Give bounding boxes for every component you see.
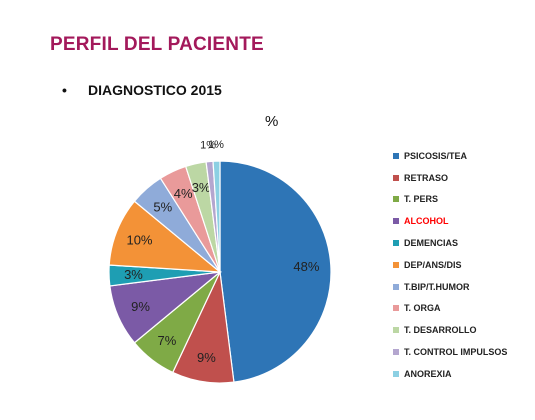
pie-label-0: 48%: [293, 259, 319, 274]
legend-item: RETRASO: [393, 167, 507, 189]
legend-label: T. CONTROL IMPULSOS: [404, 347, 508, 358]
legend-swatch: [393, 370, 399, 377]
legend-label: T. PERS: [404, 194, 439, 205]
subtitle-row: • DIAGNOSTICO 2015: [62, 82, 222, 98]
legend-item: PSICOSIS/TEA: [393, 145, 507, 167]
pie-slice-10: [212, 160, 221, 273]
legend-swatch: [393, 283, 399, 290]
pie-label-10: 1%: [208, 139, 224, 151]
legend-label: RETRASO: [404, 172, 449, 183]
legend-swatch: [393, 240, 399, 247]
legend-item: ALCOHOL: [393, 210, 507, 232]
legend-item: T. CONTROL IMPULSOS: [393, 341, 507, 363]
pie-slice-0: [219, 160, 332, 383]
legend-swatch: [393, 174, 399, 181]
pie-label-6: 5%: [153, 200, 172, 215]
legend-label: T. DESARROLLO: [404, 325, 477, 336]
legend-label: DEMENCIAS: [404, 238, 459, 249]
pie-label-8: 3%: [192, 180, 211, 195]
pie-label-4: 3%: [124, 267, 143, 282]
legend-swatch: [393, 196, 399, 203]
legend-item: T. ORGA: [393, 298, 507, 320]
legend-label: ALCOHOL: [404, 216, 449, 227]
legend-label: T. ORGA: [404, 303, 441, 314]
subtitle-text: DIAGNOSTICO 2015: [88, 82, 222, 98]
legend-item: T. DESARROLLO: [393, 319, 507, 341]
pie-label-3: 9%: [131, 299, 150, 314]
legend-label: T.BIP/T.HUMOR: [404, 281, 470, 292]
pie-label-1: 9%: [197, 350, 216, 365]
chart-title: %: [265, 113, 279, 130]
legend-item: DEMENCIAS: [393, 232, 507, 254]
legend-swatch: [393, 349, 399, 356]
chart-legend: PSICOSIS/TEA RETRASO T. PERS ALCOHOL DEMENCI…: [393, 145, 507, 385]
legend-label: ANOREXIA: [404, 368, 452, 379]
legend-item: DEP/ANS/DIS: [393, 254, 507, 276]
pie-label-7: 4%: [174, 186, 193, 201]
legend-swatch: [393, 305, 399, 312]
pie-label-2: 7%: [158, 333, 177, 348]
legend-swatch: [393, 218, 399, 225]
bullet-icon: •: [62, 82, 67, 98]
legend-swatch: [393, 152, 399, 159]
legend-item: ANOREXIA: [393, 363, 507, 385]
legend-label: PSICOSIS/TEA: [404, 150, 468, 161]
legend-item: T.BIP/T.HUMOR: [393, 276, 507, 298]
legend-item: T. PERS: [393, 189, 507, 211]
slide-title: PERFIL DEL PACIENTE: [50, 34, 264, 55]
legend-swatch: [393, 261, 399, 268]
legend-label: DEP/ANS/DIS: [404, 259, 462, 270]
pie-label-9: 1%: [200, 140, 216, 152]
legend-swatch: [393, 327, 399, 334]
pie-label-5: 10%: [126, 233, 152, 248]
